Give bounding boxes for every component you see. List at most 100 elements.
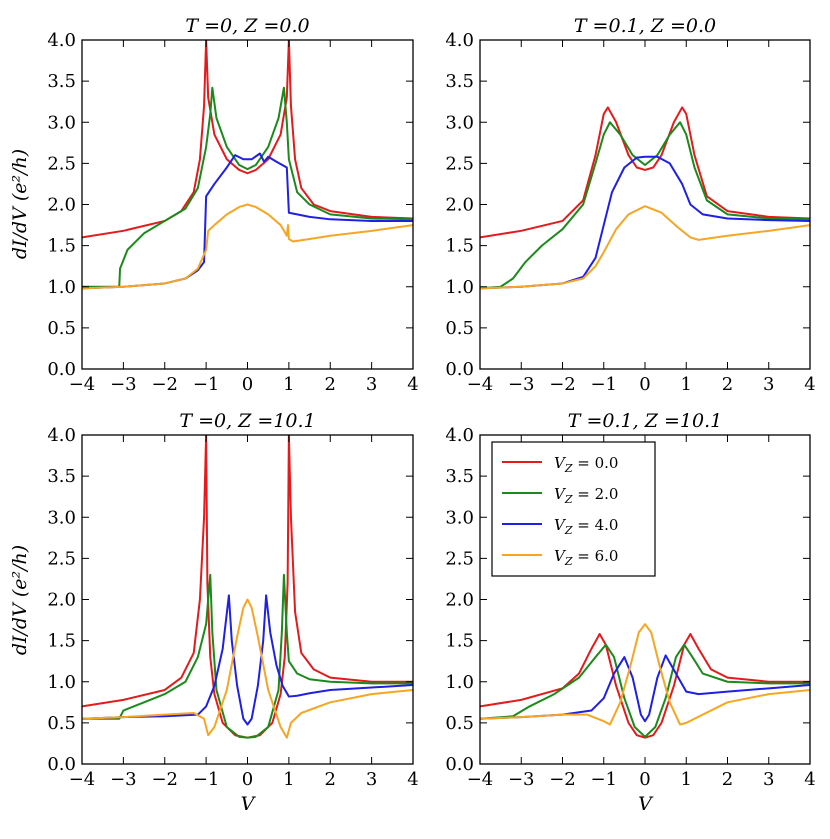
y-tick-label: 1.0 bbox=[445, 672, 474, 693]
x-tick-label: −1 bbox=[193, 769, 220, 790]
y-tick-label: 4.0 bbox=[445, 425, 474, 446]
y-tick-label: 3.0 bbox=[445, 112, 474, 133]
y-tick-label: 3.5 bbox=[445, 71, 474, 92]
series-line-vz-4-0 bbox=[480, 155, 810, 290]
x-tick-label: 1 bbox=[283, 769, 294, 790]
panel-1: −4 −3 −2 −1 0 1 2 3 4 0.0 0.5 1.0 1.5 2.0 2.5 3.0 3.5 4.0… bbox=[47, 15, 418, 395]
x-tick-label: −3 bbox=[110, 374, 137, 395]
y-tick-label: 4.0 bbox=[47, 30, 76, 51]
y-tick-label: 1.5 bbox=[47, 631, 76, 652]
x-tick-label: 3 bbox=[763, 769, 774, 790]
legend-label: VZ = 0.0 bbox=[554, 454, 618, 475]
y-tick-label: 0.5 bbox=[47, 713, 76, 734]
series-line-vz-2-0 bbox=[82, 86, 413, 288]
panel-2: −4 −3 −2 −1 0 1 2 3 4 0.0 0.5 1.0 1.5 2.0 2.5 3.0 3.5 4.0… bbox=[445, 15, 815, 395]
x-tick-label: 2 bbox=[722, 374, 733, 395]
y-axis-label-top: dI/dV (e²/h) bbox=[9, 149, 31, 259]
legend: VZ = 0.0 VZ = 2.0 VZ = 4.0 VZ = 6.0 bbox=[491, 441, 656, 577]
x-tick-label: 4 bbox=[407, 374, 418, 395]
x-tick-label: 3 bbox=[763, 374, 774, 395]
x-axis-label: V bbox=[638, 793, 654, 815]
y-tick-label: 0.0 bbox=[47, 754, 76, 775]
x-tick-label: −4 bbox=[69, 374, 96, 395]
series-line-vz-6-0 bbox=[480, 623, 810, 726]
y-tick-label: 3.0 bbox=[47, 507, 76, 528]
y-tick-label: 0.0 bbox=[47, 359, 76, 380]
series-line-vz-2-0 bbox=[480, 121, 810, 290]
panel-3: −4 −3 −2 −1 0 1 2 3 4 0.0 0.5 1.0 1.5 2.0 2.5 3.0 3.5 4.0… bbox=[47, 410, 418, 815]
x-tick-label: 0 bbox=[639, 374, 650, 395]
y-tick-label: 4.0 bbox=[445, 30, 474, 51]
y-tick-label: 3.0 bbox=[445, 507, 474, 528]
y-tick-label: 0.5 bbox=[445, 318, 474, 339]
y-tick-label: 1.0 bbox=[47, 277, 76, 298]
y-axis-label-bottom: dI/dV (e²/h) bbox=[9, 545, 31, 655]
axes-frame bbox=[479, 39, 811, 370]
x-tick-label: −3 bbox=[110, 769, 137, 790]
y-tick-label: 0.0 bbox=[445, 359, 474, 380]
legend-box bbox=[491, 441, 656, 577]
x-tick-label: 4 bbox=[804, 374, 815, 395]
series-line-vz-2-0 bbox=[82, 573, 413, 739]
panel-title: T =0.1, Z =10.1 bbox=[568, 410, 722, 432]
y-tick-label: 1.5 bbox=[445, 631, 474, 652]
legend-label: VZ = 2.0 bbox=[554, 485, 618, 506]
x-tick-label: −4 bbox=[467, 374, 494, 395]
series-line-vz-4-0 bbox=[82, 594, 413, 726]
x-tick-label: 3 bbox=[366, 769, 377, 790]
y-tick-label: 3.5 bbox=[445, 466, 474, 487]
y-tick-label: 2.0 bbox=[445, 590, 474, 611]
series-line-vz-2-0 bbox=[480, 643, 810, 738]
series-line-vz-0-0 bbox=[480, 106, 810, 239]
legend-label: VZ = 6.0 bbox=[554, 547, 618, 568]
x-tick-label: −3 bbox=[508, 769, 535, 790]
y-tick-label: 1.5 bbox=[445, 236, 474, 257]
series-line-vz-6-0 bbox=[82, 598, 413, 739]
x-tick-label: 3 bbox=[366, 374, 377, 395]
x-tick-label: 1 bbox=[283, 374, 294, 395]
series-line-vz-6-0 bbox=[480, 205, 810, 290]
y-tick-label: 2.5 bbox=[47, 153, 76, 174]
y-tick-label: 3.5 bbox=[47, 466, 76, 487]
x-tick-label: 2 bbox=[325, 769, 336, 790]
x-tick-label: −1 bbox=[193, 374, 220, 395]
y-tick-label: 2.0 bbox=[47, 590, 76, 611]
panel-title: T =0.1, Z =0.0 bbox=[574, 15, 716, 37]
x-tick-label: −1 bbox=[590, 769, 617, 790]
legend-label: VZ = 4.0 bbox=[554, 516, 618, 537]
y-tick-label: 3.5 bbox=[47, 71, 76, 92]
series-line-vz-0-0 bbox=[82, 40, 413, 239]
x-tick-label: −4 bbox=[467, 769, 494, 790]
x-tick-label: 1 bbox=[681, 374, 692, 395]
y-tick-label: 0.5 bbox=[445, 713, 474, 734]
series-line-vz-6-0 bbox=[82, 203, 413, 290]
y-tick-label: 2.0 bbox=[445, 195, 474, 216]
y-tick-label: 3.0 bbox=[47, 112, 76, 133]
x-tick-label: 4 bbox=[804, 769, 815, 790]
panel-4: −4 −3 −2 −1 0 1 2 3 4 0.0 0.5 1.0 1.5 2.0 2.5 3.0 3.5 4.0… bbox=[445, 410, 815, 815]
x-tick-label: −2 bbox=[151, 374, 178, 395]
y-tick-label: 1.0 bbox=[445, 277, 474, 298]
x-tick-label: 0 bbox=[242, 374, 253, 395]
panel-title: T =0, Z =0.0 bbox=[185, 15, 309, 37]
x-tick-label: 2 bbox=[325, 374, 336, 395]
x-tick-label: −2 bbox=[549, 769, 576, 790]
x-tick-label: −2 bbox=[549, 374, 576, 395]
y-tick-label: 2.5 bbox=[445, 153, 474, 174]
y-tick-label: 0.5 bbox=[47, 318, 76, 339]
series-line-vz-4-0 bbox=[480, 654, 810, 723]
y-tick-label: 2.0 bbox=[47, 195, 76, 216]
x-tick-label: −3 bbox=[508, 374, 535, 395]
x-tick-label: −2 bbox=[151, 769, 178, 790]
y-tick-label: 1.0 bbox=[47, 672, 76, 693]
x-tick-label: 1 bbox=[681, 769, 692, 790]
series-line-vz-0-0 bbox=[82, 435, 413, 739]
x-tick-label: −4 bbox=[69, 769, 96, 790]
panel-title: T =0, Z =10.1 bbox=[179, 410, 315, 432]
x-axis-label: V bbox=[241, 793, 257, 815]
y-tick-label: 2.5 bbox=[445, 548, 474, 569]
x-tick-label: 0 bbox=[242, 769, 253, 790]
x-tick-label: −1 bbox=[590, 374, 617, 395]
y-tick-label: 1.5 bbox=[47, 236, 76, 257]
x-tick-label: 0 bbox=[639, 769, 650, 790]
